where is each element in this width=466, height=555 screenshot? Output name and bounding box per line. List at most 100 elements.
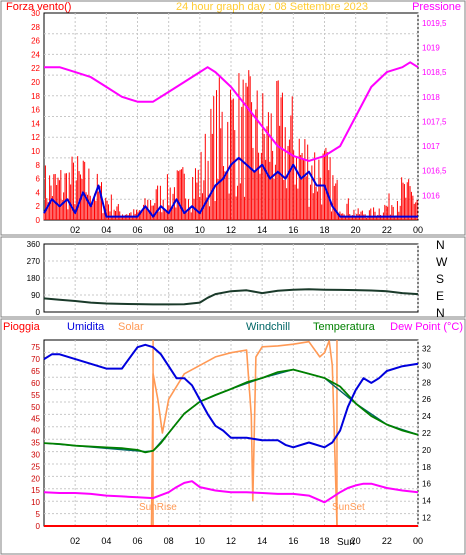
x-tick-label: 00 [413, 536, 423, 546]
x-tick-label: 04 [101, 536, 111, 546]
legend-windchill: Windchill [246, 321, 290, 333]
panel1-series [43, 61, 419, 220]
y-tick-label: 22 [422, 429, 431, 438]
y-tick-label: 40 [31, 427, 40, 436]
y-tick-label: 360 [27, 240, 41, 249]
compass-label: N [436, 306, 445, 320]
y-tick-label: 24 [31, 50, 40, 59]
x-tick-label: 08 [164, 225, 174, 235]
x-tick-label: 16 [288, 225, 298, 235]
y-tick-label: 60 [31, 379, 40, 388]
y-tick-label: 12 [422, 514, 431, 523]
compass-label: S [436, 272, 444, 286]
y-tick-label: 0 [36, 308, 41, 317]
y-tick-label: 15 [31, 486, 40, 495]
solar-line [44, 339, 418, 527]
y-tick-label: 32 [422, 344, 431, 353]
y-tick-label: 20 [31, 474, 40, 483]
y-tick-label: 10 [31, 498, 40, 507]
y-tick-label: 45 [31, 415, 40, 424]
y-tick-label: 5 [36, 510, 41, 519]
y-tick-label: 1016,5 [422, 167, 447, 176]
y-tick-label: 1019 [422, 44, 440, 53]
y-tick-label: 30 [31, 9, 40, 18]
x-tick-label: 16 [288, 536, 298, 546]
x-tick-label: 10 [195, 225, 205, 235]
y-tick-label: 10 [31, 147, 40, 156]
y-tick-label: 55 [31, 391, 40, 400]
panel2-y-left-ticks: 0 90 180 270 360 [27, 240, 41, 317]
x-tick-label: 18 [319, 536, 329, 546]
sunrise-label: SunRise [139, 502, 177, 513]
y-tick-label: 16 [422, 480, 431, 489]
y-tick-label: 1016 [422, 191, 440, 200]
y-tick-label: 4 [36, 188, 41, 197]
y-tick-label: 6 [36, 175, 41, 184]
panel3-x-ticks: 02 04 06 08 10 12 14 16 18 20 22 00 [70, 536, 423, 546]
y-tick-label: 1017,5 [422, 117, 447, 126]
legend-solar: Solar [118, 321, 144, 333]
compass-label: E [436, 289, 444, 303]
y-tick-label: 8 [36, 161, 41, 170]
panel3-grid [44, 340, 419, 526]
compass-label: N [436, 238, 445, 252]
x-tick-label: 22 [382, 536, 392, 546]
y-tick-label: 1018,5 [422, 68, 447, 77]
panel1-left-title: Forza vento() [6, 1, 71, 13]
x-tick-label: 20 [351, 225, 361, 235]
panel1-right-title: Pressione [412, 1, 461, 13]
y-tick-label: 65 [31, 367, 40, 376]
y-tick-label: 16 [31, 106, 40, 115]
y-tick-label: 22 [31, 64, 40, 73]
panel1-y-right-ticks: 1016 1016,5 1017 1017,5 1018 1018,5 1019 1019,5 [422, 19, 447, 201]
panel1-center-title: 24 hour graph day : 08 Settembre 2023 [176, 1, 368, 13]
x-tick-label: 02 [70, 536, 80, 546]
x-tick-label: 20 [351, 536, 361, 546]
y-tick-label: 0 [36, 522, 41, 531]
x-tick-label: 14 [257, 225, 267, 235]
y-tick-label: 24 [422, 412, 431, 421]
x-tick-label: 10 [195, 536, 205, 546]
panel3-series [43, 339, 419, 527]
y-tick-label: 18 [422, 463, 431, 472]
x-tick-label: 12 [226, 225, 236, 235]
temperature-line [43, 368, 419, 454]
y-tick-label: 270 [27, 257, 41, 266]
dewpoint-line [43, 480, 419, 504]
x-tick-label: 00 [413, 225, 423, 235]
y-tick-label: 12 [31, 133, 40, 142]
y-tick-label: 30 [31, 450, 40, 459]
y-tick-label: 50 [31, 403, 40, 412]
y-tick-label: 180 [27, 274, 41, 283]
y-tick-label: 1019,5 [422, 19, 447, 28]
y-tick-label: 28 [422, 378, 431, 387]
x-tick-label: 14 [257, 536, 267, 546]
humidity-line [43, 343, 419, 449]
y-tick-label: 18 [31, 92, 40, 101]
y-tick-label: 1018 [422, 93, 440, 102]
gust-line [43, 156, 418, 218]
y-tick-label: 75 [31, 343, 40, 352]
wind-direction-line [43, 288, 419, 306]
y-tick-label: 14 [422, 497, 431, 506]
y-tick-label: 30 [422, 361, 431, 370]
panel3-y-right-ticks: 12 14 16 18 20 22 24 26 28 30 32 [422, 344, 431, 522]
legend-rain: Pioggia [3, 321, 41, 333]
x-tick-label: 12 [226, 536, 236, 546]
panel2-series [43, 288, 419, 306]
legend-temperature: Temperatura [313, 321, 376, 333]
panel3-y-left-ticks: 0 5 10 15 20 25 30 35 40 45 50 55 60 65 70 75 [31, 343, 40, 531]
compass-label: W [436, 255, 448, 269]
y-tick-label: 35 [31, 439, 40, 448]
x-tick-label: 06 [132, 225, 142, 235]
panel1-x-ticks: 02 04 06 08 10 12 14 16 18 20 22 00 [70, 225, 423, 235]
y-tick-label: 0 [36, 216, 41, 225]
y-tick-label: 90 [31, 291, 40, 300]
pressure-line [44, 61, 419, 162]
y-tick-label: 25 [31, 462, 40, 471]
x-tick-label: 04 [101, 225, 111, 235]
x-tick-label: 22 [382, 225, 392, 235]
